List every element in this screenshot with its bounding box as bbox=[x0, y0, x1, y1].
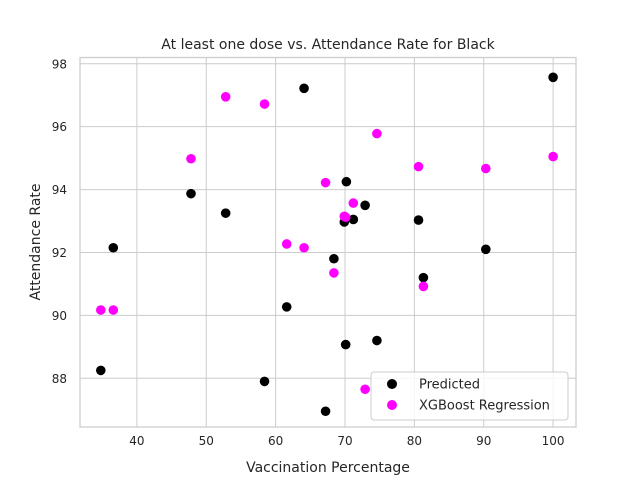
predicted-point bbox=[96, 365, 106, 376]
xgboost-point bbox=[96, 305, 106, 315]
xgboost-point bbox=[348, 198, 359, 208]
predicted-point bbox=[186, 188, 196, 199]
xgboost-point bbox=[548, 151, 558, 162]
x-tick-label: 100 bbox=[542, 434, 565, 448]
predicted-point bbox=[341, 176, 352, 187]
predicted-point bbox=[548, 72, 558, 83]
chart-title: At least one dose vs. Attendance Rate fo… bbox=[161, 37, 495, 53]
predicted-point bbox=[108, 242, 119, 253]
xgboost-point bbox=[108, 305, 119, 315]
predicted-point bbox=[372, 335, 382, 346]
legend-label-xgboost: XGBoost Regression bbox=[419, 399, 550, 414]
xgboost-point bbox=[418, 281, 429, 292]
xgboost-point bbox=[481, 163, 491, 174]
y-tick-label: 98 bbox=[52, 57, 67, 71]
predicted-point bbox=[299, 83, 309, 94]
predicted-point bbox=[329, 253, 339, 264]
grid-lines bbox=[80, 57, 576, 427]
predicted-point bbox=[348, 214, 359, 225]
xgboost-point bbox=[299, 242, 309, 253]
xgboost-point bbox=[220, 92, 231, 102]
xgboost-point bbox=[186, 153, 196, 164]
predicted-point bbox=[281, 302, 292, 312]
predicted-point bbox=[220, 208, 231, 218]
xgboost-point bbox=[413, 161, 424, 172]
predicted-point bbox=[413, 215, 424, 225]
x-axis-label: Vaccination Percentage bbox=[246, 460, 410, 476]
y-tick-label: 92 bbox=[52, 246, 67, 260]
predicted-point bbox=[360, 200, 370, 211]
xgboost-point bbox=[329, 268, 339, 278]
legend-marker-xgboost bbox=[387, 400, 397, 410]
y-tick-label: 94 bbox=[52, 183, 67, 197]
xgboost-point bbox=[320, 177, 331, 188]
xgboost-point bbox=[281, 239, 292, 249]
legend: Predicted XGBoost Regression bbox=[370, 371, 569, 421]
x-tick-label: 90 bbox=[476, 434, 491, 448]
x-tick-label: 40 bbox=[129, 434, 144, 448]
xgboost-point bbox=[340, 212, 351, 223]
x-tick-label: 70 bbox=[337, 434, 352, 448]
legend-marker-predicted bbox=[387, 379, 397, 389]
predicted-point bbox=[259, 376, 270, 387]
x-tick-label: 60 bbox=[268, 434, 283, 448]
x-tick-label: 50 bbox=[199, 434, 214, 448]
xgboost-point bbox=[360, 384, 370, 395]
y-axis-label: Attendance Rate bbox=[28, 184, 44, 301]
xgboost-point bbox=[372, 128, 382, 139]
y-tick-label: 96 bbox=[52, 120, 67, 134]
y-tick-label: 88 bbox=[52, 372, 67, 386]
predicted-point bbox=[320, 406, 331, 417]
tick-labels: 40 50 60 70 80 90 100 88 90 92 94 96 98 bbox=[52, 57, 565, 448]
predicted-point bbox=[481, 244, 491, 255]
plot-area-frame bbox=[79, 56, 577, 428]
legend-label-predicted: Predicted bbox=[419, 378, 480, 393]
predicted-point bbox=[418, 272, 429, 283]
predicted-point bbox=[340, 339, 351, 350]
x-tick-label: 80 bbox=[407, 434, 422, 448]
data-points bbox=[96, 72, 558, 417]
legend-box bbox=[370, 371, 569, 421]
xgboost-point bbox=[259, 99, 270, 109]
y-tick-label: 90 bbox=[52, 309, 67, 323]
